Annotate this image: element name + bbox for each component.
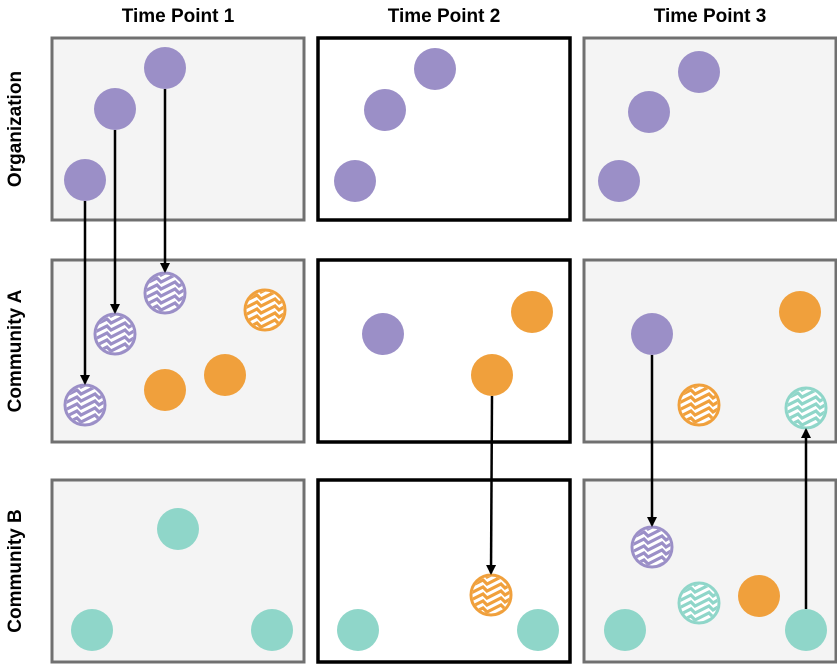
member-t2-org-2	[364, 89, 406, 131]
member-t3-org-3	[678, 51, 720, 93]
member-t2-a-2	[511, 291, 553, 333]
member-t3-b-1-hatched	[630, 525, 674, 569]
member-t1-org-1	[64, 159, 106, 201]
member-t2-org-1	[334, 160, 376, 202]
member-t1-a-4-hatched	[243, 288, 287, 332]
arrow-t2-a-3-to-t2-b-1	[486, 395, 497, 575]
member-t1-a-1-hatched	[63, 383, 107, 427]
member-t2-b-1-hatched	[469, 573, 513, 617]
member-t3-b-3	[738, 575, 780, 617]
member-t1-org-3	[144, 47, 186, 89]
member-t2-a-3	[471, 354, 513, 396]
member-t2-b-3	[517, 609, 559, 651]
member-t1-a-5	[144, 369, 186, 411]
member-t1-b-1	[157, 508, 199, 550]
member-t1-b-2	[71, 609, 113, 651]
member-t3-a-1	[631, 313, 673, 355]
member-t1-b-3	[251, 609, 293, 651]
member-t3-b-5	[785, 609, 827, 651]
member-t3-org-1	[598, 160, 640, 202]
member-t1-org-2	[94, 88, 136, 130]
panel-community-a-time-point-2	[316, 258, 572, 444]
column-header-time-point-1: Time Point 1	[121, 6, 235, 27]
column-header-time-point-3: Time Point 3	[653, 6, 767, 27]
member-t1-a-2-hatched	[93, 312, 137, 356]
member-t2-org-3	[414, 48, 456, 90]
member-t3-org-2	[628, 91, 670, 133]
member-t2-a-1	[362, 313, 404, 355]
member-t1-a-6	[204, 354, 246, 396]
member-t3-a-2	[779, 291, 821, 333]
member-t2-b-2	[337, 609, 379, 651]
member-t3-b-4	[604, 609, 646, 651]
column-header-time-point-2: Time Point 2	[387, 6, 501, 27]
member-t3-b-2-hatched	[677, 581, 721, 625]
